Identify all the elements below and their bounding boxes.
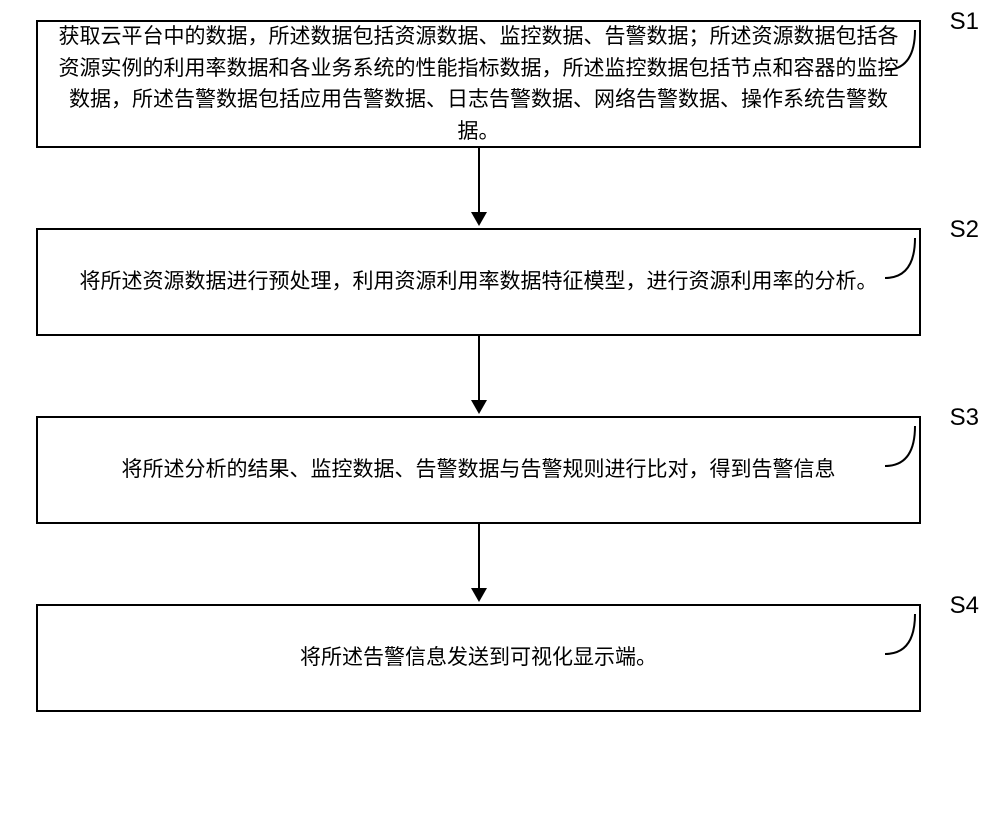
arrow-head-icon [471, 588, 487, 602]
connector-curve-icon [885, 614, 925, 664]
arrow-head-icon [471, 400, 487, 414]
arrow-line-icon [478, 524, 480, 594]
step-text: 将所述告警信息发送到可视化显示端。 [300, 642, 657, 674]
connector-curve-icon [885, 238, 925, 288]
flowchart-container: S1 获取云平台中的数据，所述数据包括资源数据、监控数据、告警数据；所述资源数据… [36, 20, 966, 712]
arrow-s1-s2 [36, 148, 921, 228]
connector-curve-icon [885, 30, 925, 80]
step-label: S3 [950, 400, 979, 436]
step-box-s1: S1 获取云平台中的数据，所述数据包括资源数据、监控数据、告警数据；所述资源数据… [36, 20, 921, 148]
arrow-line-icon [478, 336, 480, 406]
arrow-line-icon [478, 148, 480, 218]
step-box-s2: S2 将所述资源数据进行预处理，利用资源利用率数据特征模型，进行资源利用率的分析… [36, 228, 921, 336]
step-text: 将所述分析的结果、监控数据、告警数据与告警规则进行比对，得到告警信息 [122, 454, 836, 486]
arrow-head-icon [471, 212, 487, 226]
step-label: S4 [950, 588, 979, 624]
step-label: S1 [950, 4, 979, 40]
arrow-s2-s3 [36, 336, 921, 416]
step-text: 获取云平台中的数据，所述数据包括资源数据、监控数据、告警数据；所述资源数据包括各… [58, 21, 899, 147]
step-box-s3: S3 将所述分析的结果、监控数据、告警数据与告警规则进行比对，得到告警信息 [36, 416, 921, 524]
step-label: S2 [950, 212, 979, 248]
connector-curve-icon [885, 426, 925, 476]
step-box-s4: S4 将所述告警信息发送到可视化显示端。 [36, 604, 921, 712]
arrow-s3-s4 [36, 524, 921, 604]
step-text: 将所述资源数据进行预处理，利用资源利用率数据特征模型，进行资源利用率的分析。 [80, 266, 878, 298]
